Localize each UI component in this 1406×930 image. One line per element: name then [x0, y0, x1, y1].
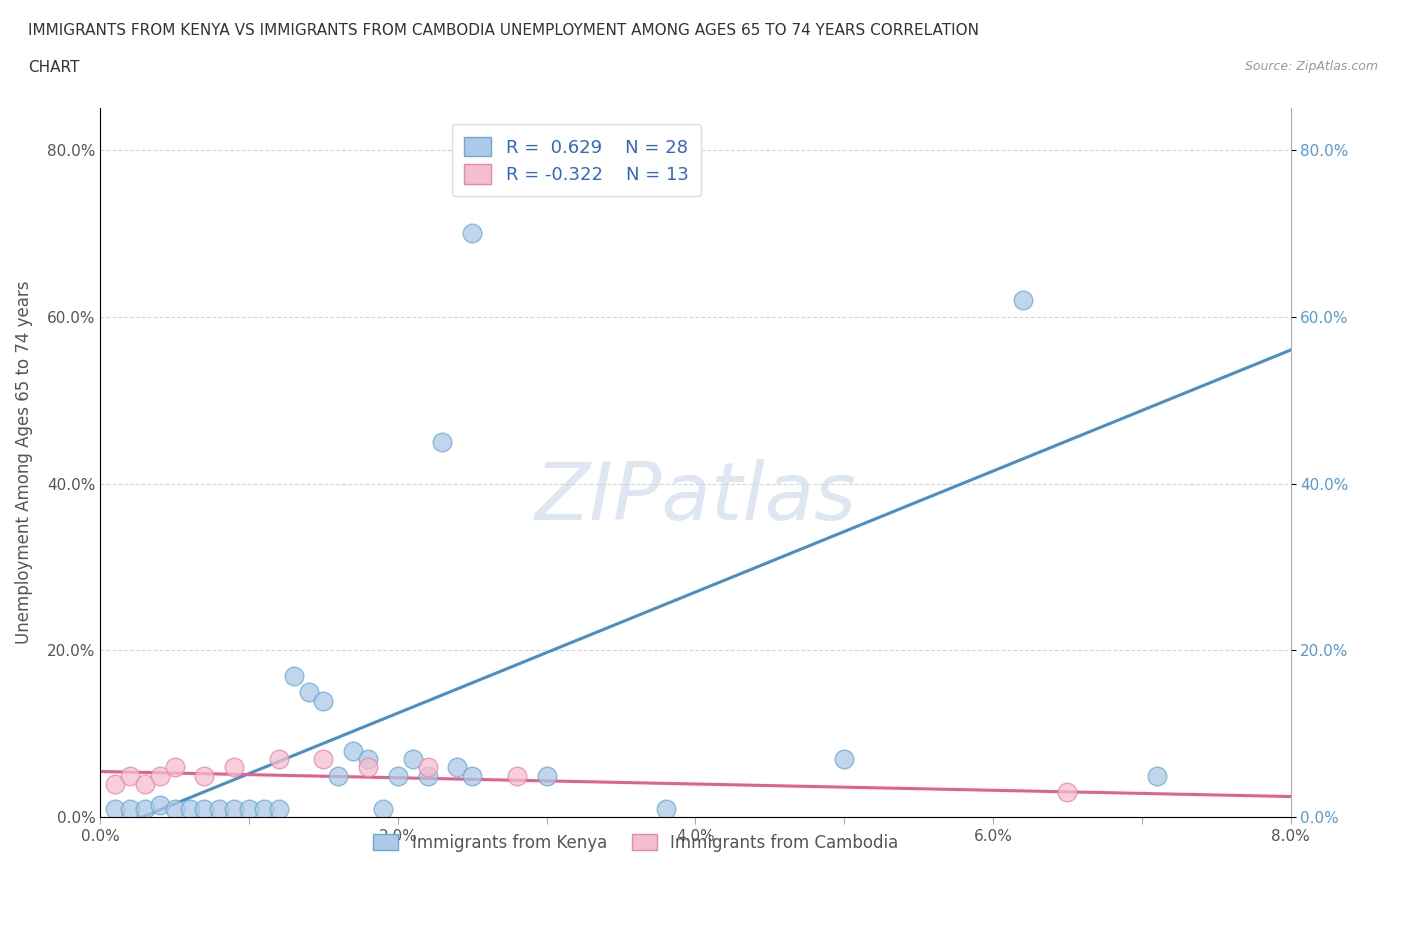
Point: [312, 751, 335, 766]
Point: [163, 802, 186, 817]
Point: [224, 802, 246, 817]
Point: [654, 802, 676, 817]
Text: Source: ZipAtlas.com: Source: ZipAtlas.com: [1244, 60, 1378, 73]
Point: [134, 777, 156, 791]
Point: [193, 768, 215, 783]
Point: [342, 743, 364, 758]
Point: [104, 777, 127, 791]
Text: IMMIGRANTS FROM KENYA VS IMMIGRANTS FROM CAMBODIA UNEMPLOYMENT AMONG AGES 65 TO : IMMIGRANTS FROM KENYA VS IMMIGRANTS FROM…: [28, 23, 979, 38]
Point: [416, 760, 439, 775]
Point: [267, 751, 290, 766]
Point: [118, 768, 141, 783]
Point: [238, 802, 260, 817]
Point: [461, 226, 484, 241]
Point: [1011, 293, 1033, 308]
Point: [328, 768, 350, 783]
Point: [267, 802, 290, 817]
Point: [312, 693, 335, 708]
Point: [179, 802, 201, 817]
Point: [416, 768, 439, 783]
Point: [283, 668, 305, 683]
Point: [297, 684, 319, 699]
Point: [357, 751, 380, 766]
Point: [446, 760, 468, 775]
Text: CHART: CHART: [28, 60, 80, 75]
Point: [163, 760, 186, 775]
Point: [118, 802, 141, 817]
Point: [253, 802, 276, 817]
Point: [371, 802, 394, 817]
Point: [461, 768, 484, 783]
Text: ZIPatlas: ZIPatlas: [534, 459, 856, 538]
Point: [1056, 785, 1078, 800]
Point: [224, 760, 246, 775]
Point: [193, 802, 215, 817]
Point: [357, 760, 380, 775]
Point: [134, 802, 156, 817]
Point: [506, 768, 529, 783]
Legend: Immigrants from Kenya, Immigrants from Cambodia: Immigrants from Kenya, Immigrants from C…: [367, 828, 905, 858]
Point: [149, 768, 172, 783]
Y-axis label: Unemployment Among Ages 65 to 74 years: Unemployment Among Ages 65 to 74 years: [15, 281, 32, 644]
Point: [832, 751, 855, 766]
Point: [402, 751, 425, 766]
Point: [387, 768, 409, 783]
Point: [1146, 768, 1168, 783]
Point: [149, 797, 172, 812]
Point: [208, 802, 231, 817]
Point: [536, 768, 558, 783]
Point: [432, 434, 454, 449]
Point: [104, 802, 127, 817]
